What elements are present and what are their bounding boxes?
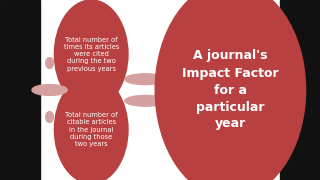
Text: Total number of
citable articles
in the journal
during those
two years: Total number of citable articles in the … — [65, 112, 117, 147]
Ellipse shape — [125, 95, 166, 106]
Text: A journal's
Impact Factor
for a
particular
year: A journal's Impact Factor for a particul… — [182, 50, 279, 130]
Ellipse shape — [54, 0, 128, 108]
Ellipse shape — [125, 74, 166, 85]
Bar — [280, 0, 320, 180]
Ellipse shape — [46, 58, 53, 68]
Ellipse shape — [32, 85, 67, 95]
Ellipse shape — [155, 0, 306, 180]
Text: Total number of
times its articles
were cited
during the two
previous years: Total number of times its articles were … — [63, 37, 119, 71]
Ellipse shape — [46, 112, 53, 122]
Bar — [0, 0, 40, 180]
Ellipse shape — [54, 76, 128, 180]
